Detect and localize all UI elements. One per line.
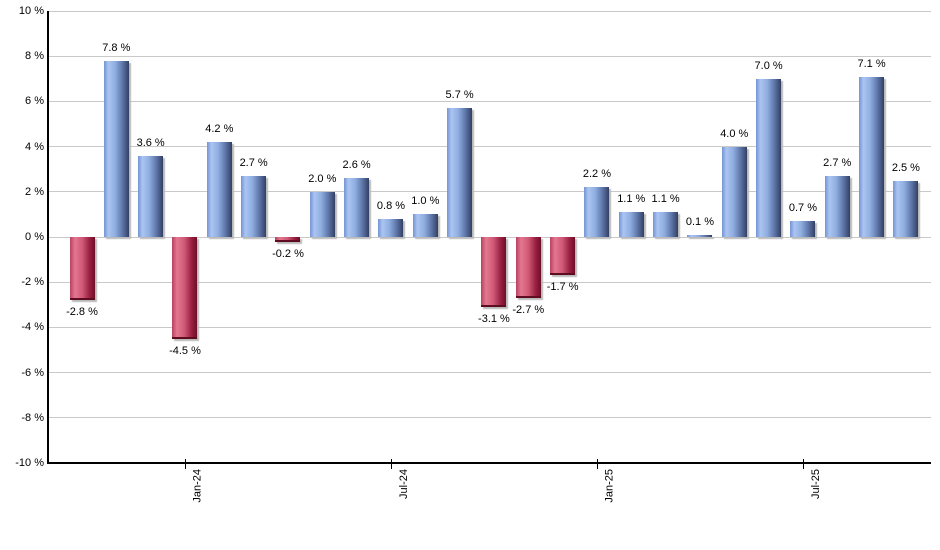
bar [618, 212, 644, 237]
bar-value-label: 7.0 % [754, 59, 783, 72]
bar-value-label: -0.2 % [272, 247, 304, 260]
bar [344, 178, 370, 237]
bar-value-label: -2.7 % [512, 304, 545, 317]
gridline [48, 417, 931, 419]
x-tick-label: Jul-24 [397, 469, 410, 499]
bar [69, 237, 95, 301]
x-tick [390, 459, 392, 469]
x-tick [802, 459, 804, 469]
gridline [48, 326, 931, 328]
y-axis-label: -10 % [15, 457, 44, 469]
bar-value-label: 7.1 % [857, 57, 886, 70]
gridline [48, 100, 931, 102]
bar-value-label: 0.1 % [685, 215, 714, 228]
bar [859, 76, 885, 237]
bar [824, 175, 850, 237]
bar [584, 187, 610, 237]
bar [756, 78, 782, 237]
bar-value-label: 2.5 % [891, 161, 920, 174]
bar-value-label: 4.0 % [720, 127, 749, 140]
bar [103, 60, 129, 237]
bar-value-label: -2.8 % [66, 306, 98, 319]
bar [447, 108, 473, 237]
bar [206, 142, 232, 237]
bar [721, 146, 747, 237]
bar-value-label: 1.0 % [411, 195, 440, 208]
bar [138, 155, 164, 237]
bar [275, 237, 301, 242]
y-axis-label: -4 % [21, 321, 44, 334]
gridline [48, 10, 931, 12]
y-axis-label: -8 % [21, 411, 44, 424]
x-tick-label: Jul-25 [809, 469, 822, 499]
gridline [48, 372, 931, 374]
bar-value-label: 7.8 % [102, 41, 131, 54]
y-axis-label: 8 % [25, 50, 44, 63]
bar-value-label: -1.7 % [546, 281, 579, 294]
y-axis-label: -2 % [21, 276, 44, 289]
y-axis-label: 10 % [18, 5, 44, 17]
bar-value-label: 5.7 % [445, 89, 474, 102]
y-axis-label: 4 % [25, 140, 44, 153]
bar [790, 221, 816, 237]
gridline [48, 191, 931, 193]
gridline [48, 146, 931, 148]
bar-value-label: 2.2 % [582, 168, 611, 181]
bar-value-label: 2.7 % [239, 156, 268, 169]
bar-value-label: 0.8 % [376, 199, 406, 212]
bar [309, 191, 335, 237]
bar [893, 180, 919, 237]
x-tick [596, 459, 598, 469]
y-axis-line [47, 11, 49, 464]
bar [412, 214, 438, 237]
bar-value-label: 1.1 % [651, 193, 680, 206]
bar-value-label: 2.6 % [342, 159, 371, 172]
gridline [48, 55, 931, 57]
bar-value-label: 1.1 % [617, 193, 646, 206]
x-tick [184, 459, 186, 469]
bar-value-label: 4.2 % [205, 123, 234, 136]
bar-value-label: -4.5 % [169, 344, 201, 357]
x-axis-line [47, 462, 931, 464]
bar [687, 234, 713, 237]
bar-value-label: 2.7 % [823, 156, 852, 169]
bar [653, 212, 679, 237]
bar [241, 175, 267, 237]
y-axis-label: 0 % [25, 231, 44, 243]
bar [172, 237, 198, 339]
bar [515, 237, 541, 299]
bar [550, 237, 576, 276]
bar-value-label: 2.0 % [308, 172, 337, 185]
bar-value-label: -3.1 % [478, 313, 510, 326]
y-axis-label: 2 % [25, 185, 44, 198]
bar-value-label: 0.7 % [788, 202, 817, 215]
bar [378, 218, 404, 237]
y-axis-label: 6 % [25, 95, 44, 108]
x-tick-label: Jan-24 [191, 469, 204, 503]
bar [481, 237, 507, 308]
y-axis-label: -6 % [21, 366, 44, 379]
x-tick-label: Jan-25 [603, 469, 616, 503]
bar-value-label: 3.6 % [136, 136, 165, 149]
